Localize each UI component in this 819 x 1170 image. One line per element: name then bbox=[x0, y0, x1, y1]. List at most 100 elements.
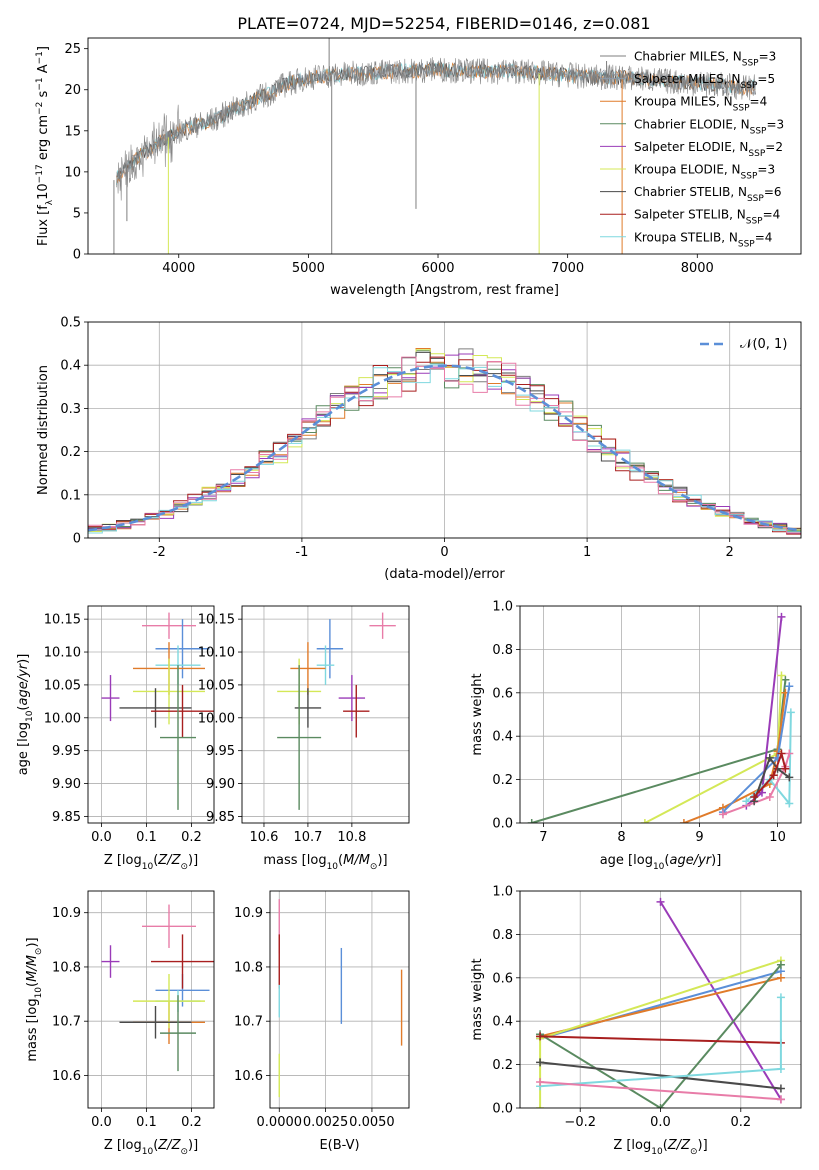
age_vs_Z-panel: 0.0 0.1 0.2 9.85 9.90 9.95 10.00 10.05 10.10 10.1… bbox=[16, 605, 215, 872]
weight-point-marker bbox=[777, 671, 786, 680]
y-tick-label: 0.0 bbox=[492, 1102, 513, 1117]
x-tick-label: 0.0000 bbox=[257, 1115, 303, 1130]
spectrum-xlabel: wavelength [Angstrom, rest frame] bbox=[330, 283, 559, 298]
y-tick-label: 0.4 bbox=[60, 359, 81, 374]
weight_vs_Z-panel-frame bbox=[519, 890, 802, 1109]
y-tick-label: 9.95 bbox=[206, 744, 235, 759]
y-tick-label: 9.90 bbox=[52, 777, 81, 792]
weight-point-marker bbox=[776, 1064, 785, 1073]
mass_vs_EBV-panel-frame bbox=[269, 890, 410, 1109]
y-tick-label: 1.0 bbox=[492, 885, 513, 900]
spectrum-panel-frame bbox=[87, 37, 802, 255]
weight-point-marker bbox=[776, 960, 785, 969]
spectrum-legend: Chabrier MILES, NSSP=3 Salpeter MILES, NS… bbox=[600, 50, 784, 249]
x-tick-label: 9 bbox=[695, 830, 703, 845]
weight-point-marker bbox=[776, 1084, 785, 1093]
mass_vs_Z-panel-plot bbox=[88, 891, 214, 1108]
error-bar-point bbox=[133, 974, 205, 1029]
x-tick-label: 0 bbox=[440, 545, 448, 560]
mass_vs_EBV-panel-plot bbox=[270, 891, 409, 1108]
legend-label: 𝒩(0, 1) bbox=[740, 337, 787, 352]
y-tick-label: 10.6 bbox=[52, 1069, 81, 1084]
y-tick-label: 9.85 bbox=[206, 810, 235, 825]
error-bar-point bbox=[151, 684, 214, 738]
residuals-panel-frame bbox=[87, 321, 802, 539]
y-tick-label: 10.10 bbox=[198, 646, 235, 661]
age_vs_mass-xlabel: mass [log10(M/M⊙)] bbox=[263, 853, 387, 872]
weight_vs_age-panel-plot bbox=[520, 606, 801, 823]
weight-point-marker bbox=[781, 764, 790, 773]
weight-point-marker bbox=[656, 897, 665, 906]
y-tick-label: 0.2 bbox=[492, 773, 513, 788]
weight-point-marker bbox=[786, 708, 795, 717]
weight-series-line bbox=[539, 976, 782, 1038]
y-tick-label: 10.8 bbox=[52, 960, 81, 975]
y-tick-label: 10 bbox=[64, 165, 81, 180]
error-bar-point bbox=[142, 904, 196, 948]
weight-point-marker bbox=[781, 675, 790, 684]
age_vs_Z-ylabel: age [log10(age/yr)] bbox=[16, 654, 35, 776]
figure-title: PLATE=0724, MJD=52254, FIBERID=0146, z=0… bbox=[237, 14, 650, 33]
y-tick-label: 10.8 bbox=[234, 960, 263, 975]
y-tick-label: 0.8 bbox=[492, 928, 513, 943]
residuals-xlabel: (data-model)/error bbox=[384, 567, 505, 582]
x-tick-label: 0.2 bbox=[181, 830, 202, 845]
y-tick-label: 9.85 bbox=[52, 810, 81, 825]
y-tick-label: 10.05 bbox=[198, 678, 235, 693]
legend-label: Salpeter ELODIE, NSSP=2 bbox=[634, 140, 783, 159]
y-tick-label: 10.9 bbox=[234, 906, 263, 921]
spectrum-panel: 4000 5000 6000 7000 8000 0 5 10 15 20 25 wavelength… bbox=[35, 37, 802, 298]
y-tick-label: 10.7 bbox=[52, 1015, 81, 1030]
x-tick-label: -1 bbox=[295, 545, 308, 560]
weight-point-marker bbox=[742, 797, 751, 806]
weight-point-marker bbox=[769, 771, 778, 780]
y-tick-label: 10.10 bbox=[44, 646, 81, 661]
x-tick-label: -2 bbox=[153, 545, 166, 560]
weight_vs_Z-ylabel: mass weight bbox=[470, 958, 485, 1040]
age_vs_mass-panel: 10.6 10.7 10.8 9.85 9.90 9.95 10.00 10.05 10.10 1… bbox=[198, 605, 410, 872]
mass_vs_Z-xlabel: Z [log10(Z/Z⊙)] bbox=[104, 1138, 198, 1157]
error-bar-point bbox=[133, 658, 205, 725]
x-tick-label: 10.6 bbox=[249, 830, 278, 845]
error-bar-point bbox=[316, 619, 344, 679]
weight-point-marker bbox=[718, 810, 727, 819]
legend-label: Salpeter STELIB, NSSP=4 bbox=[634, 208, 780, 227]
weight-point-marker bbox=[776, 993, 785, 1002]
y-tick-label: 9.90 bbox=[206, 777, 235, 792]
x-tick-label: 0.0 bbox=[91, 830, 112, 845]
y-tick-label: 1.0 bbox=[492, 600, 513, 615]
weight-point-marker bbox=[776, 973, 785, 982]
y-tick-label: 0.6 bbox=[492, 971, 513, 986]
age_vs_Z-xlabel: Z [log10(Z/Z⊙)] bbox=[104, 853, 198, 872]
y-tick-label: 10.6 bbox=[234, 1069, 263, 1084]
weight-point-marker bbox=[776, 1095, 785, 1104]
x-tick-label: 7 bbox=[539, 830, 547, 845]
x-tick-label: 7000 bbox=[551, 261, 584, 276]
weight-series-line bbox=[540, 1035, 781, 1044]
x-tick-label: −0.2 bbox=[564, 1115, 596, 1130]
mass_vs_Z-panel: 0.0 0.1 0.2 10.6 10.7 10.8 10.9 Z [log10(Z/Z⊙)]… bbox=[25, 890, 215, 1157]
y-tick-label: 5 bbox=[73, 206, 81, 221]
x-tick-label: 0.1 bbox=[136, 1115, 157, 1130]
y-tick-label: 10.7 bbox=[234, 1015, 263, 1030]
x-tick-label: 0.0025 bbox=[303, 1115, 349, 1130]
weight-point-marker bbox=[765, 792, 774, 801]
x-tick-label: 2 bbox=[726, 545, 734, 560]
weight_vs_Z-panel-plot bbox=[520, 891, 801, 1108]
weight-point-marker bbox=[785, 682, 794, 691]
spectrum-series-line bbox=[116, 57, 756, 201]
weight-point-marker bbox=[679, 819, 688, 823]
x-tick-label: 10.7 bbox=[293, 830, 322, 845]
y-tick-label: 10.9 bbox=[52, 906, 81, 921]
x-tick-label: 10.8 bbox=[337, 830, 366, 845]
x-tick-label: 4000 bbox=[162, 261, 195, 276]
weight-point-marker bbox=[536, 1104, 545, 1108]
y-tick-label: 9.95 bbox=[52, 744, 81, 759]
residuals-panel: -2 -1 0 1 2 0 0.1 0.2 0.3 0.4 0.5 𝒩(0, 1) (data-mode… bbox=[36, 316, 802, 582]
x-tick-label: 0.0050 bbox=[349, 1115, 395, 1130]
y-tick-label: 25 bbox=[64, 42, 81, 57]
mass_vs_Z-ylabel: mass [log10(M/M⊙)] bbox=[25, 937, 44, 1061]
weight_vs_age-panel: 7 8 9 10 0.0 0.2 0.4 0.6 0.8 1.0 age [log10(age/yr… bbox=[470, 600, 802, 872]
y-tick-label: 0.4 bbox=[492, 730, 513, 745]
legend-label: Chabrier STELIB, NSSP=6 bbox=[634, 185, 782, 204]
